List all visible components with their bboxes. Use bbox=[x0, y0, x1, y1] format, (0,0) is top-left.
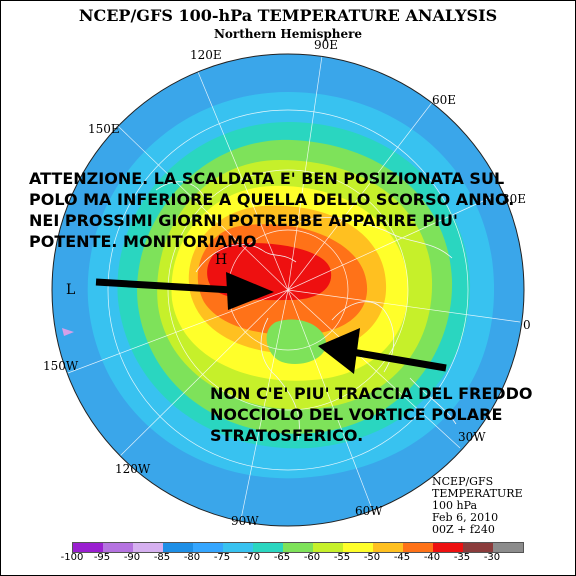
legend-swatch bbox=[343, 543, 373, 552]
annotation-top-line: POTENTE. MONITORIAMO bbox=[29, 232, 257, 251]
legend-swatch bbox=[163, 543, 193, 552]
legend-tick-label: -90 bbox=[123, 552, 141, 563]
annotation-top-line: NEI PROSSIMI GIORNI POTREBBE APPARIRE PI… bbox=[29, 211, 458, 230]
info-line: NCEP/GFS bbox=[432, 475, 494, 488]
lon-label-120w: 120W bbox=[115, 462, 151, 476]
legend-tick-label: -40 bbox=[423, 552, 441, 563]
map-boundary bbox=[51, 53, 525, 527]
legend-swatch bbox=[253, 543, 283, 552]
lon-label-120e: 120E bbox=[190, 48, 222, 62]
legend-tick-label: -95 bbox=[93, 552, 111, 563]
info-line: 100 hPa bbox=[432, 499, 478, 512]
legend-swatch bbox=[313, 543, 343, 552]
legend-tick-label: -60 bbox=[303, 552, 321, 563]
lon-label-150e: 150E bbox=[88, 122, 120, 136]
lon-label-60w: 60W bbox=[355, 504, 383, 518]
lon-label-150w: 150W bbox=[43, 359, 79, 373]
legend-swatch bbox=[373, 543, 403, 552]
info-line: Feb 6, 2010 bbox=[432, 511, 499, 524]
legend-swatch bbox=[403, 543, 433, 552]
high-pressure-marker: H bbox=[215, 252, 228, 268]
legend-swatch bbox=[283, 543, 313, 552]
page-subtitle: Northern Hemisphere bbox=[213, 27, 363, 41]
info-box: NCEP/GFS TEMPERATURE 100 hPa Feb 6, 2010… bbox=[432, 476, 523, 536]
legend-tick-label: -55 bbox=[333, 552, 351, 563]
legend-tick-label: -75 bbox=[213, 552, 231, 563]
legend-swatch bbox=[223, 543, 253, 552]
lon-label-60e: 60E bbox=[432, 93, 457, 107]
annotation-top-line: ATTENZIONE. LA SCALDATA E' BEN POSIZIONA… bbox=[29, 169, 505, 188]
legend-tick-label: -85 bbox=[153, 552, 171, 563]
legend-tick-label: -80 bbox=[183, 552, 201, 563]
legend-swatch bbox=[463, 543, 493, 552]
info-line: 00Z + f240 bbox=[432, 523, 495, 536]
color-legend bbox=[72, 542, 524, 553]
page-title: NCEP/GFS 100-hPa TEMPERATURE ANALYSIS bbox=[78, 6, 498, 25]
coastlines bbox=[155, 181, 457, 441]
legend-tick-label: -30 bbox=[483, 552, 501, 563]
annotation-bottom: NON C'E' PIU' TRACCIA DEL FREDDO NOCCIOL… bbox=[210, 383, 532, 446]
legend-tick-label: -70 bbox=[243, 552, 261, 563]
info-line: TEMPERATURE bbox=[432, 487, 523, 500]
lon-label-90w: 90W bbox=[231, 514, 259, 528]
arrow-right bbox=[318, 328, 447, 374]
legend-tick-label: -100 bbox=[60, 552, 84, 563]
annotation-bottom-line: NON C'E' PIU' TRACCIA DEL FREDDO bbox=[210, 384, 533, 403]
low-marker-triangle bbox=[62, 328, 74, 336]
legend-swatch bbox=[433, 543, 463, 552]
legend-tick-label: -35 bbox=[453, 552, 471, 563]
legend-tick-label: -45 bbox=[393, 552, 411, 563]
legend-swatch bbox=[103, 543, 133, 552]
legend-ticks: -100 -95 -90 -85 -80 -75 -70 -65 -60 -55 -50 -45 -40… bbox=[0, 552, 576, 568]
annotation-top-line: POLO MA INFERIORE A QUELLA DELLO SCORSO … bbox=[29, 190, 515, 209]
legend-tick-label: -50 bbox=[363, 552, 381, 563]
lon-label-90e: 90E bbox=[314, 38, 339, 52]
legend-swatch bbox=[133, 543, 163, 552]
lon-label-0: 0 bbox=[523, 318, 531, 332]
low-pressure-marker: L bbox=[66, 282, 76, 298]
legend-swatch bbox=[73, 543, 103, 552]
arrow-left bbox=[95, 272, 274, 310]
annotation-top: ATTENZIONE. LA SCALDATA E' BEN POSIZIONA… bbox=[29, 168, 514, 252]
cold-pocket bbox=[266, 319, 326, 364]
annotation-bottom-line: STRATOSFERICO. bbox=[210, 426, 364, 445]
legend-tick-label: -65 bbox=[273, 552, 291, 563]
lon-label-30e: 30E bbox=[502, 192, 527, 206]
lon-label-30w: 30W bbox=[458, 430, 486, 444]
annotation-bottom-line: NOCCIOLO DEL VORTICE POLARE bbox=[210, 405, 503, 424]
legend-swatch bbox=[193, 543, 223, 552]
legend-swatch bbox=[493, 543, 523, 552]
